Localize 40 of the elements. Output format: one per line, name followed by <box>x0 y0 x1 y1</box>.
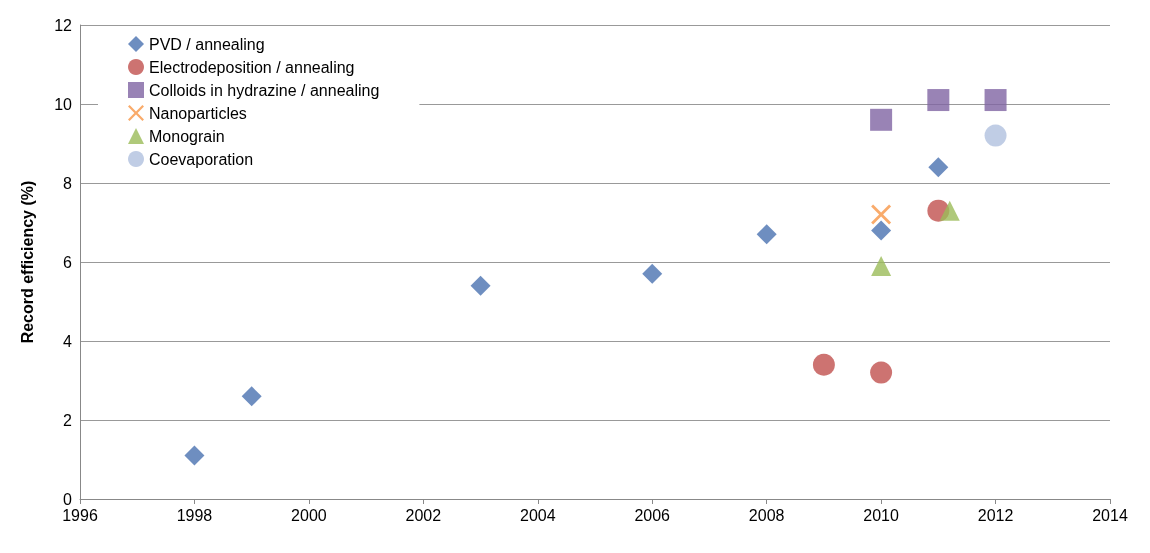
legend-label: PVD / annealing <box>149 35 265 53</box>
point <box>756 224 777 245</box>
point <box>241 386 262 407</box>
y-tick-label: 4 <box>63 332 73 350</box>
x-tick-label: 1996 <box>62 506 98 524</box>
point <box>812 353 835 376</box>
point <box>927 89 950 112</box>
x-tick-label: 1998 <box>176 506 213 524</box>
y-axis-title: Record efficiency (%) <box>18 180 36 344</box>
point <box>642 263 663 284</box>
x-tick-label: 2002 <box>405 506 442 524</box>
point <box>870 361 893 384</box>
y-tick-label: 0 <box>63 490 73 508</box>
y-tick-label: 10 <box>54 95 73 113</box>
point <box>870 108 893 131</box>
point <box>871 204 892 225</box>
x-tick-label: 2006 <box>634 506 671 524</box>
point <box>871 220 892 241</box>
y-tick-label: 2 <box>63 411 73 429</box>
legend-label: Nanoparticles <box>149 104 247 122</box>
y-tick-label: 12 <box>54 16 73 34</box>
point <box>928 157 949 178</box>
legend-label: Electrodeposition / annealing <box>149 58 355 76</box>
y-tick-label: 8 <box>63 174 73 192</box>
x-tick-label: 2012 <box>977 506 1014 524</box>
point <box>184 445 205 466</box>
point <box>984 124 1007 147</box>
x-tick-label: 2000 <box>291 506 327 524</box>
point <box>939 200 960 221</box>
x-tick-label: 2010 <box>863 506 900 524</box>
x-tick-label: 2008 <box>748 506 785 524</box>
x-tick-label: 2004 <box>519 506 556 524</box>
point <box>984 89 1007 112</box>
point <box>871 255 892 276</box>
point <box>470 275 491 296</box>
y-tick-label: 6 <box>63 253 73 271</box>
x-tick-label: 2014 <box>1092 506 1128 524</box>
legend-label: Colloids in hydrazine / annealing <box>149 81 380 99</box>
legend-label: Coevaporation <box>149 150 254 168</box>
legend-label: Monograin <box>149 127 225 145</box>
